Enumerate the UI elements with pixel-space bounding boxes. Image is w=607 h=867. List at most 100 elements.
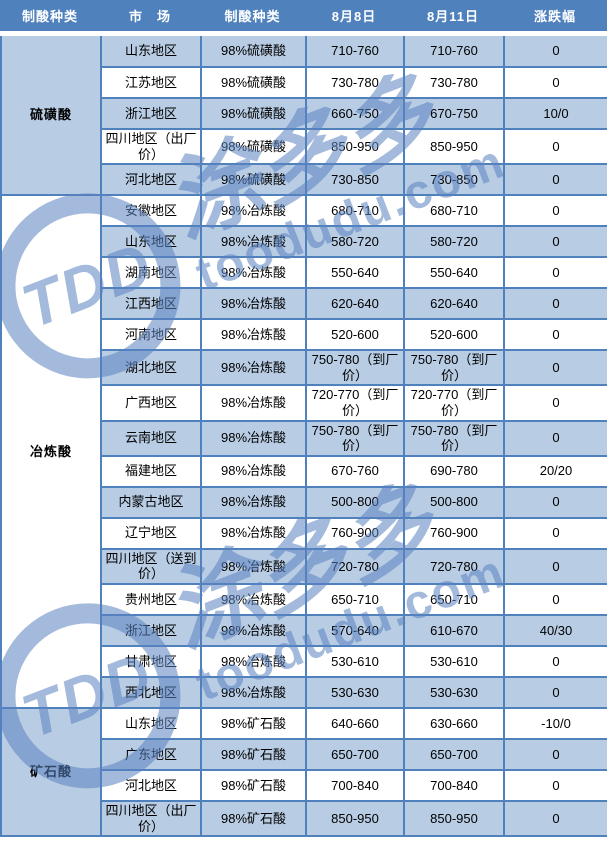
cell-change: 0 bbox=[503, 36, 607, 68]
cell-price-aug8: 680-710 bbox=[305, 194, 405, 228]
cell-market: 安徽地区 bbox=[100, 194, 202, 228]
cell-price-aug8: 710-760 bbox=[305, 36, 405, 68]
cell-change: 40/30 bbox=[503, 613, 607, 647]
cell-change: 0 bbox=[503, 163, 607, 197]
table-row: 甘肃地区 98%冶炼酸 530-610 530-610 0 bbox=[1, 644, 607, 678]
cell-price-aug8: 760-900 bbox=[305, 516, 405, 550]
cell-change: 0 bbox=[503, 675, 607, 709]
cell-acid-type: 98%矿石酸 bbox=[200, 737, 307, 771]
cell-market: 浙江地区 bbox=[100, 97, 202, 130]
cell-market: 河南地区 bbox=[100, 318, 202, 352]
cell-price-aug8: 700-840 bbox=[305, 768, 405, 802]
table-row: 贵州地区 98%冶炼酸 650-710 650-710 0 bbox=[1, 582, 607, 616]
cell-price-aug8: 530-630 bbox=[305, 675, 405, 709]
cell-market: 广西地区 bbox=[100, 384, 202, 422]
cell-price-aug11: 520-600 bbox=[403, 318, 505, 352]
header-market: 市 场 bbox=[128, 9, 171, 24]
cell-price-aug8: 530-610 bbox=[305, 644, 405, 678]
header-date-aug8: 8月8日 bbox=[331, 9, 377, 24]
cell-change: 0 bbox=[503, 318, 607, 352]
cell-price-aug8: 650-710 bbox=[305, 582, 405, 616]
cell-change: 0 bbox=[503, 516, 607, 550]
cell-market: 山东地区 bbox=[100, 225, 202, 259]
cell-price-aug8: 730-850 bbox=[305, 163, 405, 197]
cell-price-aug8: 640-660 bbox=[305, 706, 405, 740]
cell-price-aug11: 730-780 bbox=[403, 66, 505, 99]
cell-acid-type: 98%冶炼酸 bbox=[200, 225, 307, 259]
table-row: 福建地区 98%冶炼酸 670-760 690-780 20/20 bbox=[1, 454, 607, 488]
cell-acid-type: 98%冶炼酸 bbox=[200, 582, 307, 616]
cell-market: 西北地区 bbox=[100, 675, 202, 709]
cell-price-aug11: 500-800 bbox=[403, 485, 505, 519]
price-table: 硫磺酸 山东地区 98%硫磺酸 710-760 710-760 0 江苏地区 98%硫磺酸 73… bbox=[0, 36, 607, 838]
cell-price-aug8: 730-780 bbox=[305, 66, 405, 99]
table-row: 冶炼酸 安徽地区 98%冶炼酸 680-710 680-710 0 bbox=[0, 194, 607, 709]
cell-change: 0 bbox=[503, 127, 607, 166]
cell-price-aug11: 550-640 bbox=[403, 256, 505, 290]
table-row: 江苏地区 98%硫磺酸 730-780 730-780 0 bbox=[1, 66, 607, 99]
cell-price-aug11: 850-950 bbox=[403, 799, 505, 838]
cell-acid-type: 98%冶炼酸 bbox=[200, 419, 307, 457]
cell-price-aug11: 530-630 bbox=[403, 675, 505, 709]
header-change: 涨跌幅 bbox=[533, 9, 576, 24]
cell-price-aug8: 850-950 bbox=[305, 127, 405, 166]
table-row: 山东地区 98%冶炼酸 580-720 580-720 0 bbox=[1, 225, 607, 259]
cell-acid-type: 98%冶炼酸 bbox=[200, 547, 307, 585]
table-row: 云南地区 98%冶炼酸 750-780（到厂价） 750-780（到厂价） 0 bbox=[1, 419, 607, 457]
cell-change: 20/20 bbox=[503, 454, 607, 488]
cell-change: 0 bbox=[503, 768, 607, 802]
cell-market: 内蒙古地区 bbox=[100, 485, 202, 519]
cell-price-aug11: 730-850 bbox=[403, 163, 505, 197]
cell-acid-type: 98%矿石酸 bbox=[200, 768, 307, 802]
cell-market: 甘肃地区 bbox=[100, 644, 202, 678]
cell-market: 四川地区（送到价） bbox=[100, 547, 202, 585]
cell-market: 河北地区 bbox=[100, 163, 202, 197]
cell-price-aug8: 500-800 bbox=[305, 485, 405, 519]
cell-change: 0 bbox=[503, 547, 607, 585]
cell-acid-type: 98%冶炼酸 bbox=[200, 287, 307, 321]
cell-price-aug11: 530-610 bbox=[403, 644, 505, 678]
cell-change: 0 bbox=[503, 582, 607, 616]
cell-change: 0 bbox=[503, 66, 607, 99]
cell-acid-type: 98%冶炼酸 bbox=[200, 194, 307, 228]
cell-price-aug8: 620-640 bbox=[305, 287, 405, 321]
table-row: 西北地区 98%冶炼酸 530-630 530-630 0 bbox=[1, 675, 607, 709]
cell-acid-type: 98%冶炼酸 bbox=[200, 613, 307, 647]
table-row: 四川地区（送到价） 98%冶炼酸 720-780 720-780 0 bbox=[1, 547, 607, 585]
cell-market: 湖南地区 bbox=[100, 256, 202, 290]
cell-acid-type: 98%硫磺酸 bbox=[200, 163, 307, 197]
cell-market: 四川地区（出厂价） bbox=[100, 799, 202, 838]
cell-price-aug8: 850-950 bbox=[305, 799, 405, 838]
cell-market: 广东地区 bbox=[100, 737, 202, 771]
cell-acid-type: 98%冶炼酸 bbox=[200, 318, 307, 352]
group-cell: 冶炼酸 bbox=[0, 194, 102, 709]
cell-change: 0 bbox=[503, 194, 607, 228]
header-acid-category: 制酸种类 bbox=[21, 9, 78, 24]
cell-acid-type: 98%硫磺酸 bbox=[200, 127, 307, 166]
cell-price-aug8: 660-750 bbox=[305, 97, 405, 130]
cell-price-aug11: 680-710 bbox=[403, 194, 505, 228]
cell-acid-type: 98%硫磺酸 bbox=[200, 97, 307, 130]
table-row: 浙江地区 98%硫磺酸 660-750 670-750 10/0 bbox=[1, 97, 607, 130]
cell-price-aug11: 760-900 bbox=[403, 516, 505, 550]
cell-price-aug11: 650-700 bbox=[403, 737, 505, 771]
cell-market: 贵州地区 bbox=[100, 582, 202, 616]
cell-market: 福建地区 bbox=[100, 454, 202, 488]
cell-price-aug8: 550-640 bbox=[305, 256, 405, 290]
cell-market: 河北地区 bbox=[100, 768, 202, 802]
cell-change: 0 bbox=[503, 419, 607, 457]
cell-price-aug11: 750-780（到厂价） bbox=[403, 349, 505, 387]
table-row: 广东地区 98%矿石酸 650-700 650-700 0 bbox=[1, 737, 607, 771]
cell-price-aug11: 720-770（到厂价） bbox=[403, 384, 505, 422]
cell-price-aug11: 670-750 bbox=[403, 97, 505, 130]
cell-price-aug8: 720-770（到厂价） bbox=[305, 384, 405, 422]
table-row: 四川地区（出厂价） 98%矿石酸 850-950 850-950 0 bbox=[1, 799, 607, 838]
table-row: 广西地区 98%冶炼酸 720-770（到厂价） 720-770（到厂价） 0 bbox=[1, 384, 607, 422]
cell-acid-type: 98%矿石酸 bbox=[200, 799, 307, 838]
cell-change: 0 bbox=[503, 485, 607, 519]
table-row: 河北地区 98%矿石酸 700-840 700-840 0 bbox=[1, 768, 607, 802]
table-row: 硫磺酸 山东地区 98%硫磺酸 710-760 710-760 0 bbox=[0, 36, 607, 197]
cell-price-aug11: 580-720 bbox=[403, 225, 505, 259]
table-row: 河北地区 98%硫磺酸 730-850 730-850 0 bbox=[1, 163, 607, 197]
